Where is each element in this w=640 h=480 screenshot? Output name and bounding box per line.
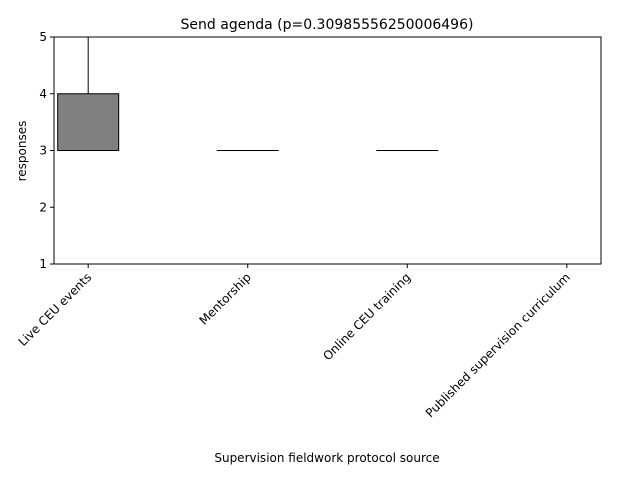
y-tick-label: 5 (39, 30, 47, 44)
x-axis: Live CEU events Mentorship Online CEU trai… (16, 264, 573, 420)
y-tick-label: 1 (39, 257, 47, 271)
x-tick-label: Live CEU events (16, 270, 95, 349)
y-tick-label: 4 (39, 87, 47, 101)
x-axis-label: Supervision fieldwork protocol source (214, 451, 439, 465)
y-axis-label: responses (15, 121, 29, 182)
plot-area (57, 36, 598, 152)
x-tick-label: Mentorship (196, 270, 253, 327)
iqr-box (57, 93, 120, 151)
y-tick-label: 3 (39, 144, 47, 158)
x-tick-label: Published supervision curriculum (423, 270, 573, 420)
box-1 (57, 36, 120, 151)
x-tick-label: Online CEU training (320, 270, 413, 363)
y-tick-label: 2 (39, 200, 47, 214)
chart-title: Send agenda (p=0.30985556250006496) (181, 17, 474, 33)
y-axis: 1 2 3 4 5 (39, 30, 54, 271)
plot-frame (53, 36, 602, 265)
